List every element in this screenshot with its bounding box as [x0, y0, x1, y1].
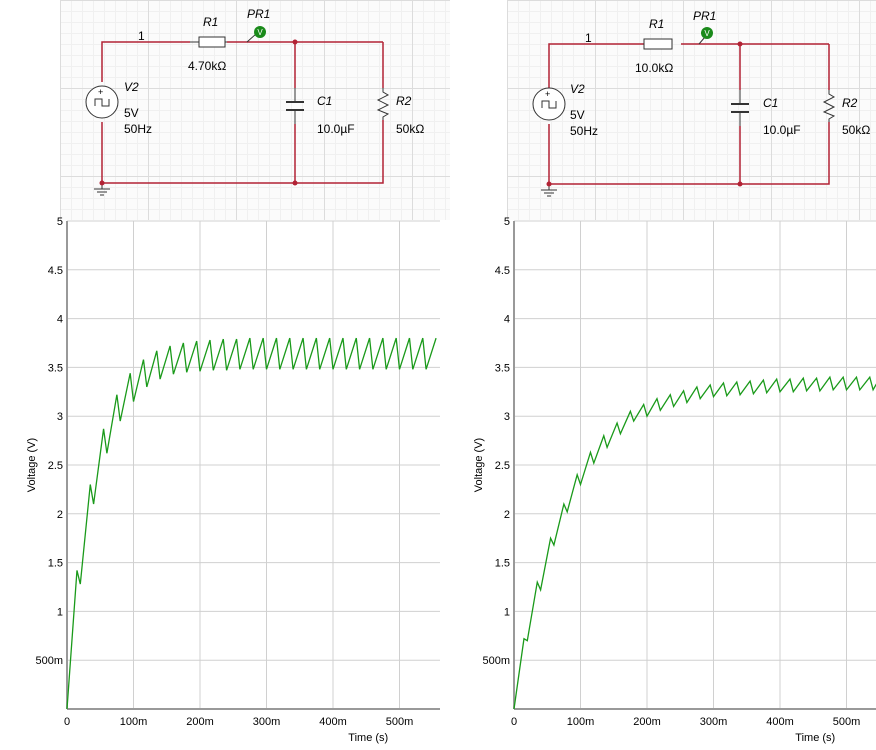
svg-text:1: 1 — [138, 29, 145, 43]
svg-text:200m: 200m — [186, 716, 214, 728]
svg-text:500m: 500m — [386, 716, 414, 728]
svg-text:4.5: 4.5 — [495, 265, 510, 277]
svg-text:4: 4 — [57, 314, 63, 326]
svg-text:1.5: 1.5 — [48, 558, 63, 570]
svg-text:10.0kΩ: 10.0kΩ — [635, 61, 673, 75]
svg-text:V2: V2 — [124, 80, 139, 94]
circuit-diagram: + V 1 R1 PR1 10.0kΩ V2 5V 50Hz C1 10.0µF… — [532, 9, 870, 197]
svg-text:2: 2 — [504, 509, 510, 521]
voltage-probe-icon[interactable] — [701, 27, 713, 39]
svg-text:C1: C1 — [317, 94, 332, 108]
capacitor-icon[interactable] — [731, 90, 749, 126]
circuit-diagram: + V 1 R1 PR1 4.70kΩ V2 5V 50Hz C1 10.0µF… — [85, 7, 424, 196]
svg-text:PR1: PR1 — [693, 9, 716, 23]
resistor-r1-icon[interactable] — [643, 38, 673, 50]
svg-text:400m: 400m — [766, 716, 794, 728]
svg-text:5V: 5V — [570, 108, 585, 122]
svg-text:4.70kΩ: 4.70kΩ — [188, 59, 226, 73]
svg-text:1.5: 1.5 — [495, 558, 510, 570]
svg-text:R2: R2 — [842, 96, 858, 110]
svg-text:3: 3 — [57, 411, 63, 423]
svg-text:500m: 500m — [482, 655, 510, 667]
svg-text:+: + — [98, 87, 103, 97]
svg-text:R1: R1 — [649, 17, 664, 31]
schematic-left: + V 1 R1 PR1 4.70kΩ V2 5V 50Hz C1 10.0µF… — [60, 0, 450, 220]
svg-text:4: 4 — [504, 314, 510, 326]
svg-text:0: 0 — [511, 716, 517, 728]
voltage-chart-right: 500m 1 1.5 2 2.5 3 3.5 4 4.5 5 0 100m 200m 300m 400m 50… — [473, 216, 876, 744]
svg-text:300m: 300m — [700, 716, 728, 728]
svg-text:3: 3 — [504, 411, 510, 423]
svg-text:50kΩ: 50kΩ — [842, 123, 870, 137]
svg-text:500m: 500m — [833, 716, 861, 728]
svg-text:R1: R1 — [203, 15, 218, 29]
svg-text:+: + — [545, 89, 550, 99]
svg-text:C1: C1 — [763, 96, 778, 110]
svg-text:V: V — [257, 28, 263, 37]
svg-text:10.0µF: 10.0µF — [317, 122, 355, 136]
svg-text:3.5: 3.5 — [48, 362, 63, 374]
svg-text:50Hz: 50Hz — [124, 122, 152, 136]
svg-text:2: 2 — [57, 509, 63, 521]
svg-text:300m: 300m — [253, 716, 281, 728]
svg-text:V: V — [704, 29, 710, 38]
svg-text:200m: 200m — [633, 716, 661, 728]
svg-text:Time (s): Time (s) — [348, 732, 388, 744]
svg-text:1: 1 — [57, 606, 63, 618]
svg-text:1: 1 — [504, 606, 510, 618]
schematic-right: + V 1 R1 PR1 10.0kΩ V2 5V 50Hz C1 10.0µF… — [507, 0, 876, 220]
svg-text:100m: 100m — [120, 716, 148, 728]
svg-text:3.5: 3.5 — [495, 362, 510, 374]
svg-text:Voltage (V): Voltage (V) — [26, 438, 38, 492]
svg-text:2.5: 2.5 — [495, 460, 510, 472]
svg-text:50kΩ: 50kΩ — [396, 122, 424, 136]
svg-text:500m: 500m — [35, 655, 63, 667]
svg-text:Voltage (V): Voltage (V) — [473, 438, 485, 492]
svg-text:50Hz: 50Hz — [570, 124, 598, 138]
svg-text:R2: R2 — [396, 94, 412, 108]
svg-text:4.5: 4.5 — [48, 265, 63, 277]
svg-text:5: 5 — [504, 216, 510, 228]
resistor-r2-icon[interactable] — [822, 90, 836, 122]
voltage-trace — [513, 375, 876, 710]
svg-text:Time (s): Time (s) — [795, 732, 835, 744]
svg-text:400m: 400m — [319, 716, 347, 728]
svg-text:2.5: 2.5 — [48, 460, 63, 472]
svg-text:0: 0 — [64, 716, 70, 728]
capacitor-icon[interactable] — [286, 88, 304, 124]
voltage-probe-icon[interactable] — [254, 26, 266, 38]
voltage-chart-left: 500m 1 1.5 2 2.5 3 3.5 4 4.5 5 0 100m 200m 300m 400m 50… — [26, 216, 440, 744]
voltage-trace — [66, 337, 437, 710]
svg-text:V2: V2 — [570, 82, 585, 96]
svg-text:10.0µF: 10.0µF — [763, 123, 801, 137]
svg-text:5: 5 — [57, 216, 63, 228]
svg-text:PR1: PR1 — [247, 7, 270, 21]
svg-text:5V: 5V — [124, 106, 139, 120]
svg-text:100m: 100m — [567, 716, 595, 728]
svg-text:1: 1 — [585, 31, 592, 45]
resistor-r2-icon[interactable] — [376, 88, 390, 120]
resistor-r1-icon[interactable] — [198, 36, 226, 48]
